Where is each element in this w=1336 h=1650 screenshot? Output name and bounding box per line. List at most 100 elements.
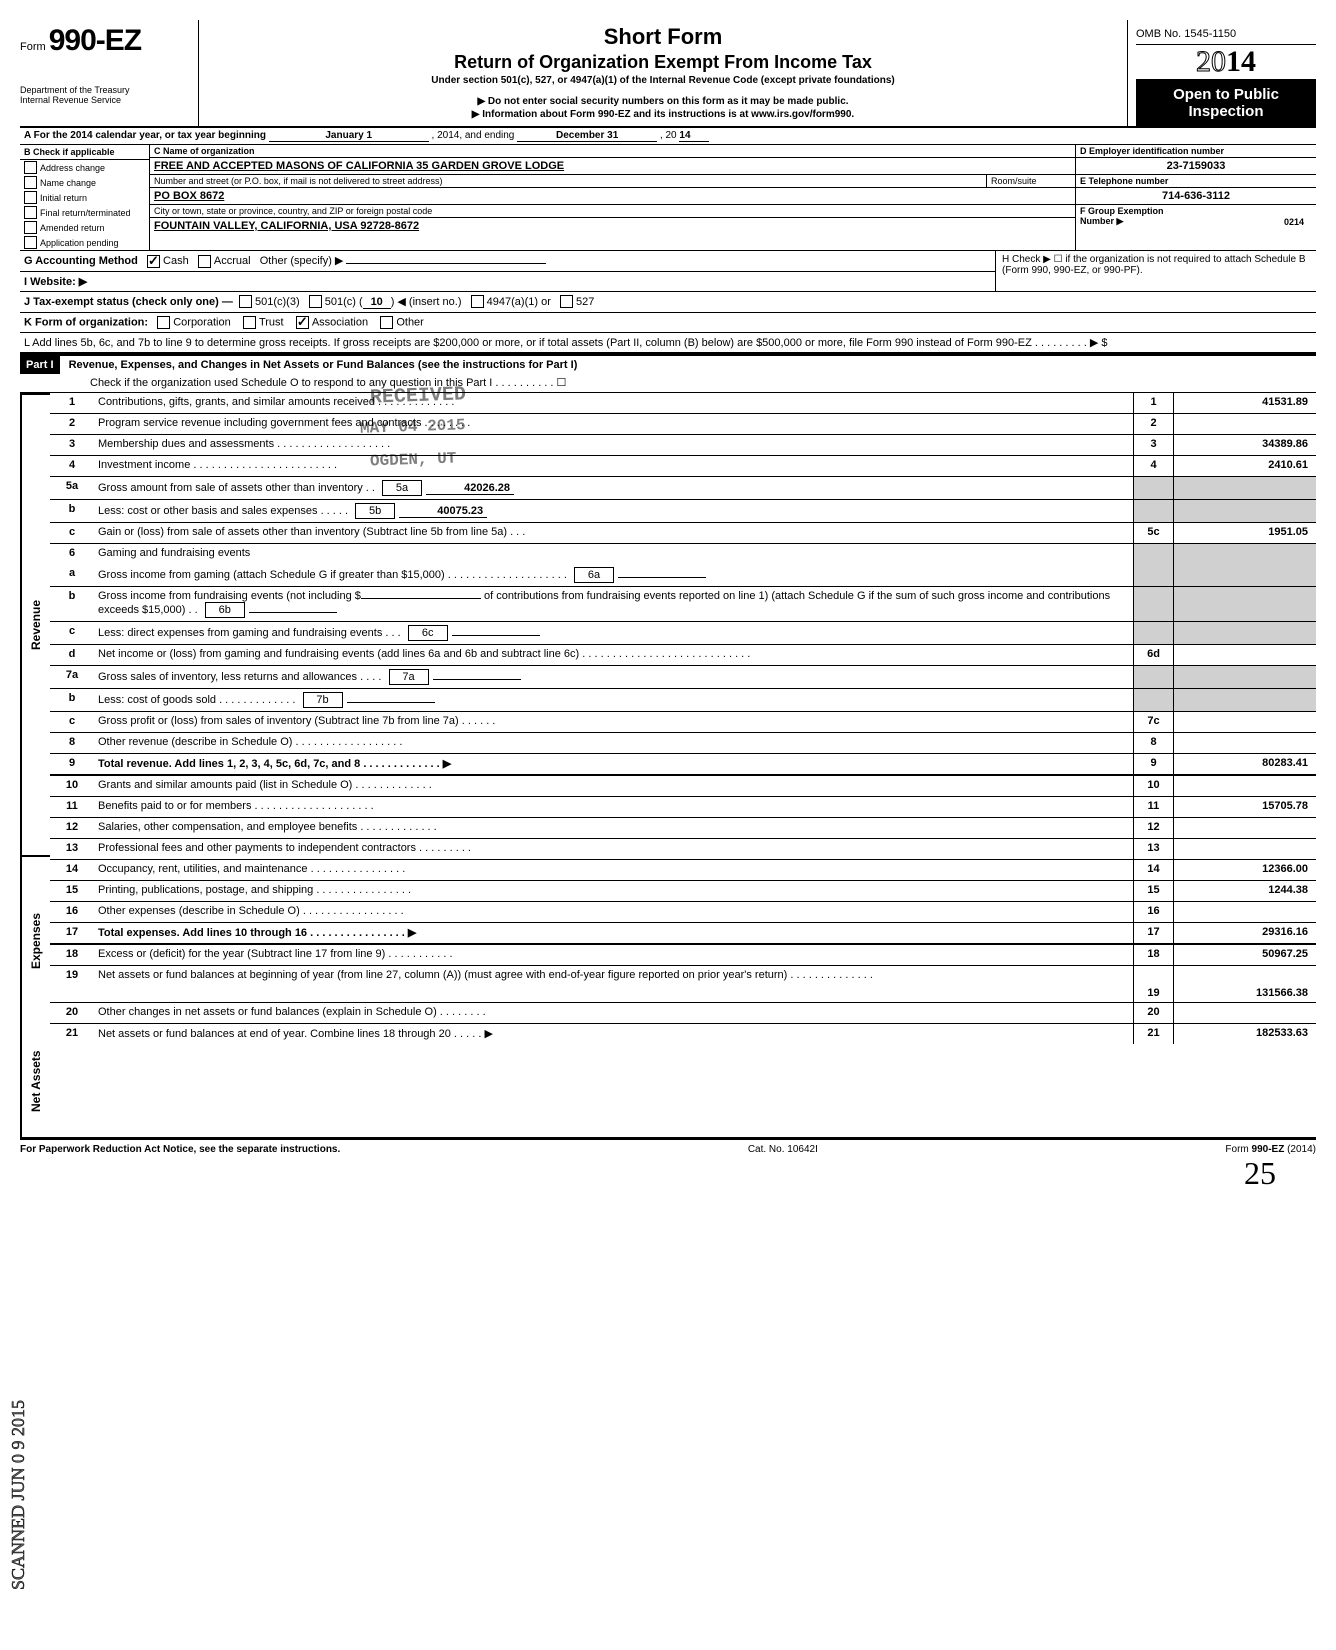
line-6b-amount[interactable] bbox=[249, 612, 337, 613]
tax-year-end-month[interactable]: December 31 bbox=[517, 130, 657, 142]
line-12: 12Salaries, other compensation, and empl… bbox=[50, 818, 1316, 839]
line-17-amount[interactable]: 29316.16 bbox=[1173, 923, 1316, 943]
netassets-sidebar: Net Assets bbox=[20, 1025, 50, 1137]
line-20: 20Other changes in net assets or fund ba… bbox=[50, 1003, 1316, 1024]
checkbox-icon[interactable] bbox=[24, 221, 37, 234]
org-street[interactable]: PO BOX 8672 bbox=[150, 188, 1075, 205]
org-name[interactable]: FREE AND ACCEPTED MASONS OF CALIFORNIA 3… bbox=[150, 158, 1075, 175]
checkbox-501c[interactable] bbox=[309, 295, 322, 308]
part1-check-text: Check if the organization used Schedule … bbox=[20, 374, 1316, 392]
line-6a: aGross income from gaming (attach Schedu… bbox=[50, 564, 1316, 587]
line-5a-amount[interactable]: 42026.28 bbox=[426, 482, 514, 495]
omb-number: OMB No. 1545-1150 bbox=[1136, 24, 1316, 45]
line-6a-amount[interactable] bbox=[618, 577, 706, 578]
line-6: 6Gaming and fundraising events bbox=[50, 544, 1316, 564]
line-9-amount[interactable]: 80283.41 bbox=[1173, 754, 1316, 774]
line-9: 9Total revenue. Add lines 1, 2, 3, 4, 5c… bbox=[50, 754, 1316, 776]
line-18: 18Excess or (deficit) for the year (Subt… bbox=[50, 945, 1316, 966]
j-label: J Tax-exempt status (check only one) — bbox=[24, 296, 233, 308]
check-app-pending[interactable]: Application pending bbox=[20, 235, 149, 250]
ein-value[interactable]: 23-7159033 bbox=[1076, 158, 1316, 175]
line-2-amount[interactable] bbox=[1173, 414, 1316, 434]
phone-value[interactable]: 714-636-3112 bbox=[1076, 188, 1316, 205]
section-i: I Website: ▶ bbox=[20, 272, 995, 291]
line-1-amount[interactable]: 41531.89 bbox=[1173, 393, 1316, 413]
checkbox-cash[interactable] bbox=[147, 255, 160, 268]
dept-treasury: Department of the Treasury Internal Reve… bbox=[20, 86, 190, 106]
line-4-amount[interactable]: 2410.61 bbox=[1173, 456, 1316, 476]
section-gih: G Accounting Method Cash Accrual Other (… bbox=[20, 251, 1316, 292]
checkbox-icon[interactable] bbox=[24, 206, 37, 219]
line-11: 11Benefits paid to or for members . . . … bbox=[50, 797, 1316, 818]
checkbox-corp[interactable] bbox=[157, 316, 170, 329]
line-21: 21Net assets or fund balances at end of … bbox=[50, 1024, 1316, 1044]
tax-year-begin[interactable]: January 1 bbox=[269, 130, 429, 142]
note-info: ▶ Information about Form 990-EZ and its … bbox=[207, 109, 1119, 120]
checkbox-icon[interactable] bbox=[24, 161, 37, 174]
tax-year: 2014 bbox=[1136, 45, 1316, 80]
line-3: 3Membership dues and assessments . . . .… bbox=[50, 435, 1316, 456]
line-5a: 5aGross amount from sale of assets other… bbox=[50, 477, 1316, 500]
subtitle: Under section 501(c), 527, or 4947(a)(1)… bbox=[207, 75, 1119, 86]
c-city-label: City or town, state or province, country… bbox=[150, 205, 1075, 218]
line-15-amount[interactable]: 1244.38 bbox=[1173, 881, 1316, 901]
part1-header-row: Part I Revenue, Expenses, and Changes in… bbox=[20, 354, 1316, 393]
section-b: B Check if applicable Address change Nam… bbox=[20, 145, 150, 250]
line-6b: bGross income from fundraising events (n… bbox=[50, 587, 1316, 622]
group-exemption-value[interactable]: 0214 bbox=[1284, 217, 1312, 227]
line-14-amount[interactable]: 12366.00 bbox=[1173, 860, 1316, 880]
line-7c-amount[interactable] bbox=[1173, 712, 1316, 732]
line-17: 17Total expenses. Add lines 10 through 1… bbox=[50, 923, 1316, 945]
org-city[interactable]: FOUNTAIN VALLEY, CALIFORNIA, USA 92728-8… bbox=[150, 218, 1075, 234]
h-text: H Check ▶ ☐ if the organization is not r… bbox=[1002, 254, 1306, 276]
line-5b-amount[interactable]: 40075.23 bbox=[399, 505, 487, 518]
line-3-amount[interactable]: 34389.86 bbox=[1173, 435, 1316, 455]
line-20-amount[interactable] bbox=[1173, 1003, 1316, 1023]
checkbox-accrual[interactable] bbox=[198, 255, 211, 268]
line-11-amount[interactable]: 15705.78 bbox=[1173, 797, 1316, 817]
checkbox-other-org[interactable] bbox=[380, 316, 393, 329]
line-12-amount[interactable] bbox=[1173, 818, 1316, 838]
expenses-sidebar: Expenses bbox=[20, 855, 50, 1025]
line-18-amount[interactable]: 50967.25 bbox=[1173, 945, 1316, 965]
tax-year-end-year[interactable]: 14 bbox=[679, 130, 709, 142]
check-amended[interactable]: Amended return bbox=[20, 220, 149, 235]
line-13-amount[interactable] bbox=[1173, 839, 1316, 859]
header-left: Form 990-EZ Department of the Treasury I… bbox=[20, 20, 199, 126]
line-19: 19Net assets or fund balances at beginni… bbox=[50, 966, 1316, 1003]
checkbox-icon[interactable] bbox=[24, 176, 37, 189]
check-name-change[interactable]: Name change bbox=[20, 175, 149, 190]
check-address-change[interactable]: Address change bbox=[20, 160, 149, 175]
short-form-title: Short Form bbox=[207, 24, 1119, 50]
line-5c-amount[interactable]: 1951.05 bbox=[1173, 523, 1316, 543]
checkbox-assoc[interactable] bbox=[296, 316, 309, 329]
line-6c-amount[interactable] bbox=[452, 635, 540, 636]
line-16-amount[interactable] bbox=[1173, 902, 1316, 922]
checkbox-icon[interactable] bbox=[24, 236, 37, 249]
line-19-amount[interactable]: 131566.38 bbox=[1173, 966, 1316, 1002]
i-label: I Website: ▶ bbox=[24, 276, 87, 288]
checkbox-icon[interactable] bbox=[24, 191, 37, 204]
line-6d-amount[interactable] bbox=[1173, 645, 1316, 665]
check-final-return[interactable]: Final return/terminated bbox=[20, 205, 149, 220]
box-5a: 5a bbox=[382, 480, 422, 496]
line-7a-amount[interactable] bbox=[433, 679, 521, 680]
checkbox-trust[interactable] bbox=[243, 316, 256, 329]
checkbox-501c3[interactable] bbox=[239, 295, 252, 308]
line-21-amount[interactable]: 182533.63 bbox=[1173, 1024, 1316, 1044]
line-7b-amount[interactable] bbox=[347, 702, 435, 703]
line-8-amount[interactable] bbox=[1173, 733, 1316, 753]
501c-num[interactable]: 10 bbox=[363, 296, 391, 309]
other-method-input[interactable] bbox=[346, 263, 546, 264]
checkbox-527[interactable] bbox=[560, 295, 573, 308]
checkbox-4947[interactable] bbox=[471, 295, 484, 308]
page-footer: For Paperwork Reduction Act Notice, see … bbox=[20, 1139, 1316, 1155]
line-10-amount[interactable] bbox=[1173, 776, 1316, 796]
check-initial-return[interactable]: Initial return bbox=[20, 190, 149, 205]
c-room-label: Room/suite bbox=[986, 175, 1075, 187]
ogden-stamp: OGDEN, UT bbox=[370, 449, 457, 470]
box-5b: 5b bbox=[355, 503, 395, 519]
line-6b-contrib[interactable] bbox=[361, 598, 481, 599]
footer-right-pre: Form bbox=[1225, 1144, 1251, 1155]
line-6d: dNet income or (loss) from gaming and fu… bbox=[50, 645, 1316, 666]
